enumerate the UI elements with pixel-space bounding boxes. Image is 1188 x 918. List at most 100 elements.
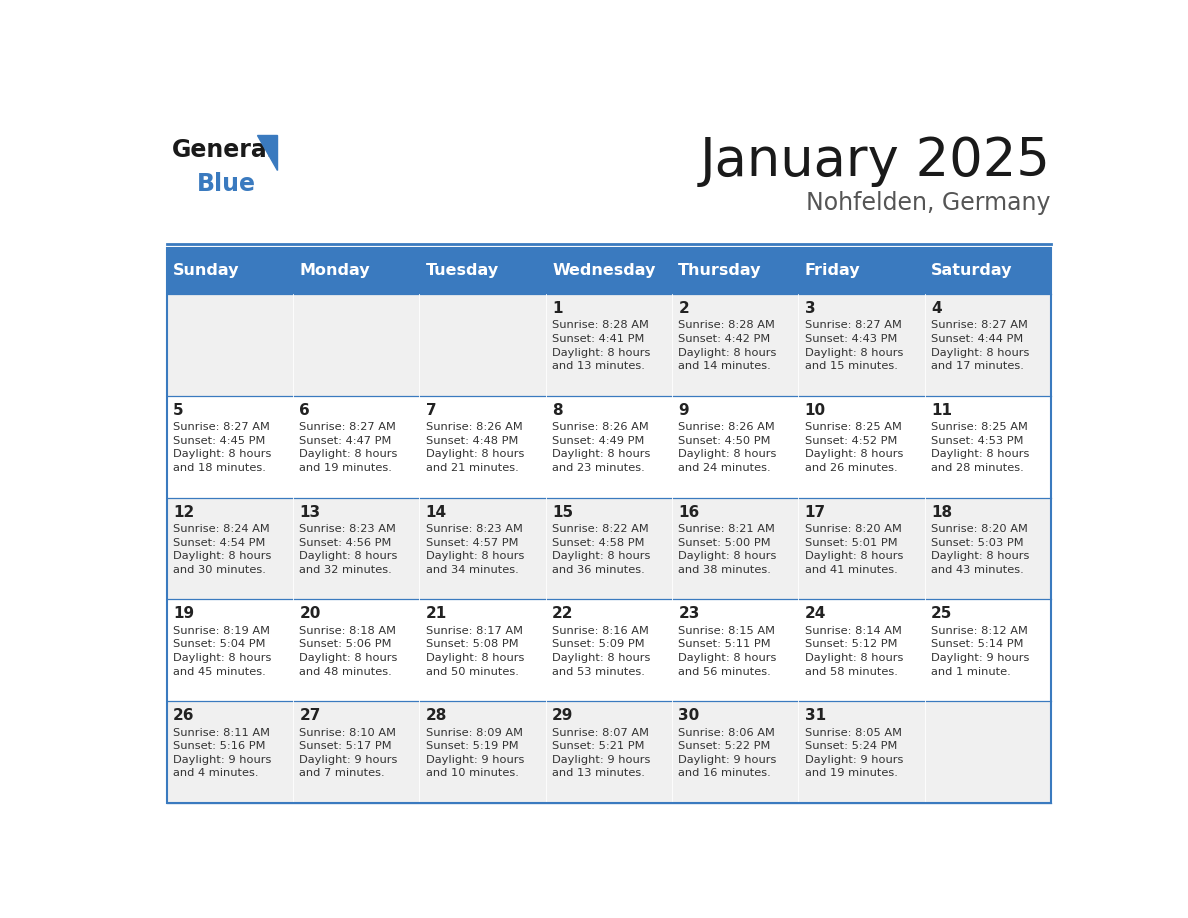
Bar	[166, 599, 293, 701]
Bar	[924, 294, 1051, 396]
Bar	[798, 701, 924, 803]
Text: 11: 11	[931, 403, 952, 418]
Text: 4: 4	[931, 301, 941, 316]
Bar	[672, 396, 798, 498]
Text: Sunrise: 8:19 AM
Sunset: 5:04 PM
Daylight: 8 hours
and 45 minutes.: Sunrise: 8:19 AM Sunset: 5:04 PM Dayligh…	[173, 626, 272, 677]
Text: 7: 7	[425, 403, 436, 418]
Text: 27: 27	[299, 708, 321, 723]
Bar	[166, 248, 1051, 803]
Text: Sunrise: 8:20 AM
Sunset: 5:03 PM
Daylight: 8 hours
and 43 minutes.: Sunrise: 8:20 AM Sunset: 5:03 PM Dayligh…	[931, 524, 1029, 575]
Text: 16: 16	[678, 505, 700, 520]
Text: 2: 2	[678, 301, 689, 316]
Bar	[166, 701, 293, 803]
Text: 22: 22	[552, 607, 574, 621]
Bar	[924, 599, 1051, 701]
Text: 10: 10	[804, 403, 826, 418]
Text: 1: 1	[552, 301, 563, 316]
Polygon shape	[257, 135, 278, 170]
Bar	[672, 294, 798, 396]
Bar	[545, 701, 672, 803]
Bar	[293, 294, 419, 396]
Text: Friday: Friday	[804, 263, 860, 278]
Bar	[419, 701, 545, 803]
Text: Tuesday: Tuesday	[425, 263, 499, 278]
Text: 23: 23	[678, 607, 700, 621]
Bar	[545, 248, 672, 294]
Text: Saturday: Saturday	[931, 263, 1012, 278]
Text: 17: 17	[804, 505, 826, 520]
Bar	[798, 248, 924, 294]
Text: 14: 14	[425, 505, 447, 520]
Text: Sunrise: 8:27 AM
Sunset: 4:43 PM
Daylight: 8 hours
and 15 minutes.: Sunrise: 8:27 AM Sunset: 4:43 PM Dayligh…	[804, 320, 903, 371]
Bar	[293, 701, 419, 803]
Bar	[924, 248, 1051, 294]
Text: 9: 9	[678, 403, 689, 418]
Bar	[166, 498, 293, 599]
Text: January 2025: January 2025	[700, 135, 1051, 187]
Text: Sunrise: 8:09 AM
Sunset: 5:19 PM
Daylight: 9 hours
and 10 minutes.: Sunrise: 8:09 AM Sunset: 5:19 PM Dayligh…	[425, 728, 524, 778]
Bar	[924, 396, 1051, 498]
Text: 25: 25	[931, 607, 953, 621]
Text: Sunrise: 8:18 AM
Sunset: 5:06 PM
Daylight: 8 hours
and 48 minutes.: Sunrise: 8:18 AM Sunset: 5:06 PM Dayligh…	[299, 626, 398, 677]
Text: 18: 18	[931, 505, 952, 520]
Text: 12: 12	[173, 505, 195, 520]
Text: Sunrise: 8:17 AM
Sunset: 5:08 PM
Daylight: 8 hours
and 50 minutes.: Sunrise: 8:17 AM Sunset: 5:08 PM Dayligh…	[425, 626, 524, 677]
Bar	[419, 396, 545, 498]
Bar	[166, 396, 293, 498]
Bar	[545, 498, 672, 599]
Bar	[798, 498, 924, 599]
Bar	[545, 294, 672, 396]
Bar	[293, 248, 419, 294]
Text: Sunday: Sunday	[173, 263, 240, 278]
Text: Sunrise: 8:14 AM
Sunset: 5:12 PM
Daylight: 8 hours
and 58 minutes.: Sunrise: 8:14 AM Sunset: 5:12 PM Dayligh…	[804, 626, 903, 677]
Bar	[672, 248, 798, 294]
Text: Sunrise: 8:23 AM
Sunset: 4:57 PM
Daylight: 8 hours
and 34 minutes.: Sunrise: 8:23 AM Sunset: 4:57 PM Dayligh…	[425, 524, 524, 575]
Text: Sunrise: 8:25 AM
Sunset: 4:53 PM
Daylight: 8 hours
and 28 minutes.: Sunrise: 8:25 AM Sunset: 4:53 PM Dayligh…	[931, 422, 1029, 473]
Text: 5: 5	[173, 403, 184, 418]
Text: Sunrise: 8:16 AM
Sunset: 5:09 PM
Daylight: 8 hours
and 53 minutes.: Sunrise: 8:16 AM Sunset: 5:09 PM Dayligh…	[552, 626, 650, 677]
Text: 15: 15	[552, 505, 573, 520]
Bar	[545, 396, 672, 498]
Text: Sunrise: 8:27 AM
Sunset: 4:47 PM
Daylight: 8 hours
and 19 minutes.: Sunrise: 8:27 AM Sunset: 4:47 PM Dayligh…	[299, 422, 398, 473]
Bar	[293, 498, 419, 599]
Text: Sunrise: 8:10 AM
Sunset: 5:17 PM
Daylight: 9 hours
and 7 minutes.: Sunrise: 8:10 AM Sunset: 5:17 PM Dayligh…	[299, 728, 398, 778]
Text: 8: 8	[552, 403, 563, 418]
Bar	[419, 294, 545, 396]
Text: Sunrise: 8:12 AM
Sunset: 5:14 PM
Daylight: 9 hours
and 1 minute.: Sunrise: 8:12 AM Sunset: 5:14 PM Dayligh…	[931, 626, 1029, 677]
Text: 3: 3	[804, 301, 815, 316]
Text: Sunrise: 8:28 AM
Sunset: 4:42 PM
Daylight: 8 hours
and 14 minutes.: Sunrise: 8:28 AM Sunset: 4:42 PM Dayligh…	[678, 320, 777, 371]
Text: General: General	[171, 139, 276, 162]
Bar	[166, 248, 293, 294]
Text: Sunrise: 8:27 AM
Sunset: 4:44 PM
Daylight: 8 hours
and 17 minutes.: Sunrise: 8:27 AM Sunset: 4:44 PM Dayligh…	[931, 320, 1029, 371]
Bar	[798, 396, 924, 498]
Text: 6: 6	[299, 403, 310, 418]
Bar	[798, 599, 924, 701]
Text: Thursday: Thursday	[678, 263, 762, 278]
Text: Sunrise: 8:28 AM
Sunset: 4:41 PM
Daylight: 8 hours
and 13 minutes.: Sunrise: 8:28 AM Sunset: 4:41 PM Dayligh…	[552, 320, 650, 371]
Bar	[419, 498, 545, 599]
Text: Sunrise: 8:05 AM
Sunset: 5:24 PM
Daylight: 9 hours
and 19 minutes.: Sunrise: 8:05 AM Sunset: 5:24 PM Dayligh…	[804, 728, 903, 778]
Text: 21: 21	[425, 607, 447, 621]
Text: Sunrise: 8:11 AM
Sunset: 5:16 PM
Daylight: 9 hours
and 4 minutes.: Sunrise: 8:11 AM Sunset: 5:16 PM Dayligh…	[173, 728, 272, 778]
Bar	[798, 294, 924, 396]
Bar	[545, 599, 672, 701]
Text: Sunrise: 8:23 AM
Sunset: 4:56 PM
Daylight: 8 hours
and 32 minutes.: Sunrise: 8:23 AM Sunset: 4:56 PM Dayligh…	[299, 524, 398, 575]
Bar	[293, 396, 419, 498]
Bar	[672, 498, 798, 599]
Text: Blue: Blue	[197, 173, 257, 196]
Bar	[166, 294, 293, 396]
Text: 29: 29	[552, 708, 574, 723]
Text: Sunrise: 8:07 AM
Sunset: 5:21 PM
Daylight: 9 hours
and 13 minutes.: Sunrise: 8:07 AM Sunset: 5:21 PM Dayligh…	[552, 728, 650, 778]
Text: 20: 20	[299, 607, 321, 621]
Text: 31: 31	[804, 708, 826, 723]
Text: Sunrise: 8:26 AM
Sunset: 4:50 PM
Daylight: 8 hours
and 24 minutes.: Sunrise: 8:26 AM Sunset: 4:50 PM Dayligh…	[678, 422, 777, 473]
Bar	[672, 599, 798, 701]
Text: Sunrise: 8:26 AM
Sunset: 4:49 PM
Daylight: 8 hours
and 23 minutes.: Sunrise: 8:26 AM Sunset: 4:49 PM Dayligh…	[552, 422, 650, 473]
Text: Sunrise: 8:15 AM
Sunset: 5:11 PM
Daylight: 8 hours
and 56 minutes.: Sunrise: 8:15 AM Sunset: 5:11 PM Dayligh…	[678, 626, 777, 677]
Text: 24: 24	[804, 607, 826, 621]
Text: Sunrise: 8:26 AM
Sunset: 4:48 PM
Daylight: 8 hours
and 21 minutes.: Sunrise: 8:26 AM Sunset: 4:48 PM Dayligh…	[425, 422, 524, 473]
Bar	[419, 599, 545, 701]
Text: Sunrise: 8:22 AM
Sunset: 4:58 PM
Daylight: 8 hours
and 36 minutes.: Sunrise: 8:22 AM Sunset: 4:58 PM Dayligh…	[552, 524, 650, 575]
Text: Nohfelden, Germany: Nohfelden, Germany	[807, 192, 1051, 216]
Text: Wednesday: Wednesday	[552, 263, 656, 278]
